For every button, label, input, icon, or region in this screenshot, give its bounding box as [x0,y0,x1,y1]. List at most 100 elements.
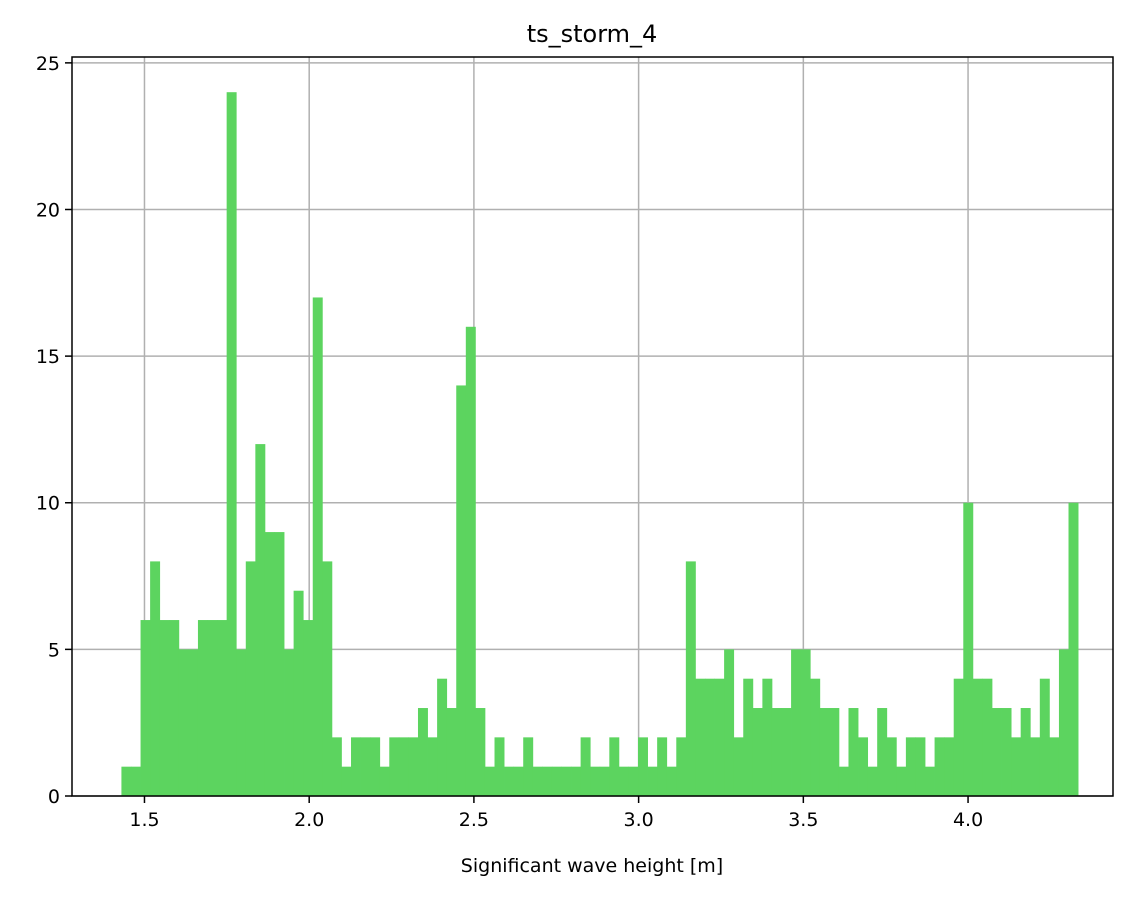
histogram-bar [571,766,582,796]
histogram-bar [169,620,180,796]
histogram-bar [513,766,524,796]
histogram-bar [1020,708,1031,796]
histogram-bar [628,766,639,796]
histogram-bar [532,766,543,796]
histogram-bar [676,737,687,796]
histogram-bar [848,708,859,796]
histogram-bar [331,737,342,796]
histogram-bar [197,620,208,796]
histogram-bar [771,708,782,796]
x-tick-label: 4.0 [953,809,983,831]
histogram-bar [905,737,916,796]
histogram-bar [494,737,505,796]
plot-frame [71,56,1114,797]
histogram-bar [599,766,610,796]
histogram-bar [226,92,237,796]
histogram-bar [542,766,553,796]
histogram-bar [274,532,285,796]
histogram-bar [953,678,964,796]
histogram-bar [207,620,218,796]
histogram-bar [1011,737,1022,796]
histogram-bar [427,737,438,796]
histogram-bar [504,766,515,796]
histogram-bar [255,444,266,796]
histogram-bar [417,708,428,796]
histogram-bar [341,766,352,796]
histogram-bar [838,766,849,796]
histogram-bar [130,766,141,796]
x-axis-ticks: 1.5 2.0 2.5 3.0 3.5 4.0 [129,796,983,831]
histogram-bar [762,678,773,796]
histogram-bar [1068,502,1079,796]
histogram-bar [523,737,534,796]
histogram-bar [408,737,419,796]
histogram-bar [752,708,763,796]
histogram-bar [1058,649,1069,796]
histogram-bar [886,737,897,796]
histogram-bar [379,766,390,796]
histogram-bar [781,708,792,796]
histogram-bar [733,737,744,796]
histogram-bar [724,649,735,796]
histogram-bar [437,678,448,796]
x-tick-label: 3.0 [624,809,654,831]
y-tick-label: 10 [36,493,60,515]
histogram-bar [963,502,974,796]
histogram-bar [810,678,821,796]
y-tick-label: 15 [36,346,60,368]
histogram-bar [389,737,400,796]
histogram-bar [159,620,170,796]
x-tick-label: 3.5 [788,809,818,831]
histogram-bar [829,708,840,796]
y-tick-label: 5 [48,639,60,661]
y-tick-label: 0 [48,786,60,808]
x-tick-label: 1.5 [129,809,159,831]
y-tick-label: 25 [36,53,60,75]
histogram-bar [877,708,888,796]
x-tick-label: 2.0 [294,809,324,831]
histogram-bar [121,766,132,796]
histogram-bar [791,649,802,796]
histogram-bar [991,708,1002,796]
histogram-bar [714,678,725,796]
y-axis-ticks: 0 5 10 15 20 25 [36,53,72,808]
histogram-bar [915,737,926,796]
histogram-bar [647,766,658,796]
histogram-bar [465,326,476,796]
histogram-bar [245,561,256,796]
histogram-bar [666,766,677,796]
histogram-bar [236,649,247,796]
histogram-bar [561,766,572,796]
histogram-bar [695,678,706,796]
histogram-bar [638,737,648,796]
histogram-bar [484,766,495,796]
histogram-bar [264,532,275,796]
histogram-bar [351,737,361,796]
x-axis-label: Significant wave height [m] [461,855,723,877]
histogram-bar [657,737,668,796]
histogram-bar [685,561,696,796]
histogram-bar [704,678,715,796]
x-tick-label: 2.5 [459,809,489,831]
histogram-bar [475,708,486,796]
histogram-bar [293,590,304,796]
histogram-bar [1030,737,1041,796]
histogram-bar [972,678,983,796]
histogram-bar [370,737,381,796]
histogram-bar [303,620,314,796]
histogram-bar [1049,737,1060,796]
histogram-bar [944,737,955,796]
histogram-bar [150,561,161,796]
histogram-bar [312,297,323,796]
histogram-bar [551,766,562,796]
histogram-bar [446,708,457,796]
histogram-bar [360,737,371,796]
histogram-bar [982,678,993,796]
histogram-bar [590,766,601,796]
histogram-bar [609,737,620,796]
histogram-bar [743,678,754,796]
histogram-bar [398,737,409,796]
histogram-bar [217,620,228,796]
histogram-bar [188,649,199,796]
